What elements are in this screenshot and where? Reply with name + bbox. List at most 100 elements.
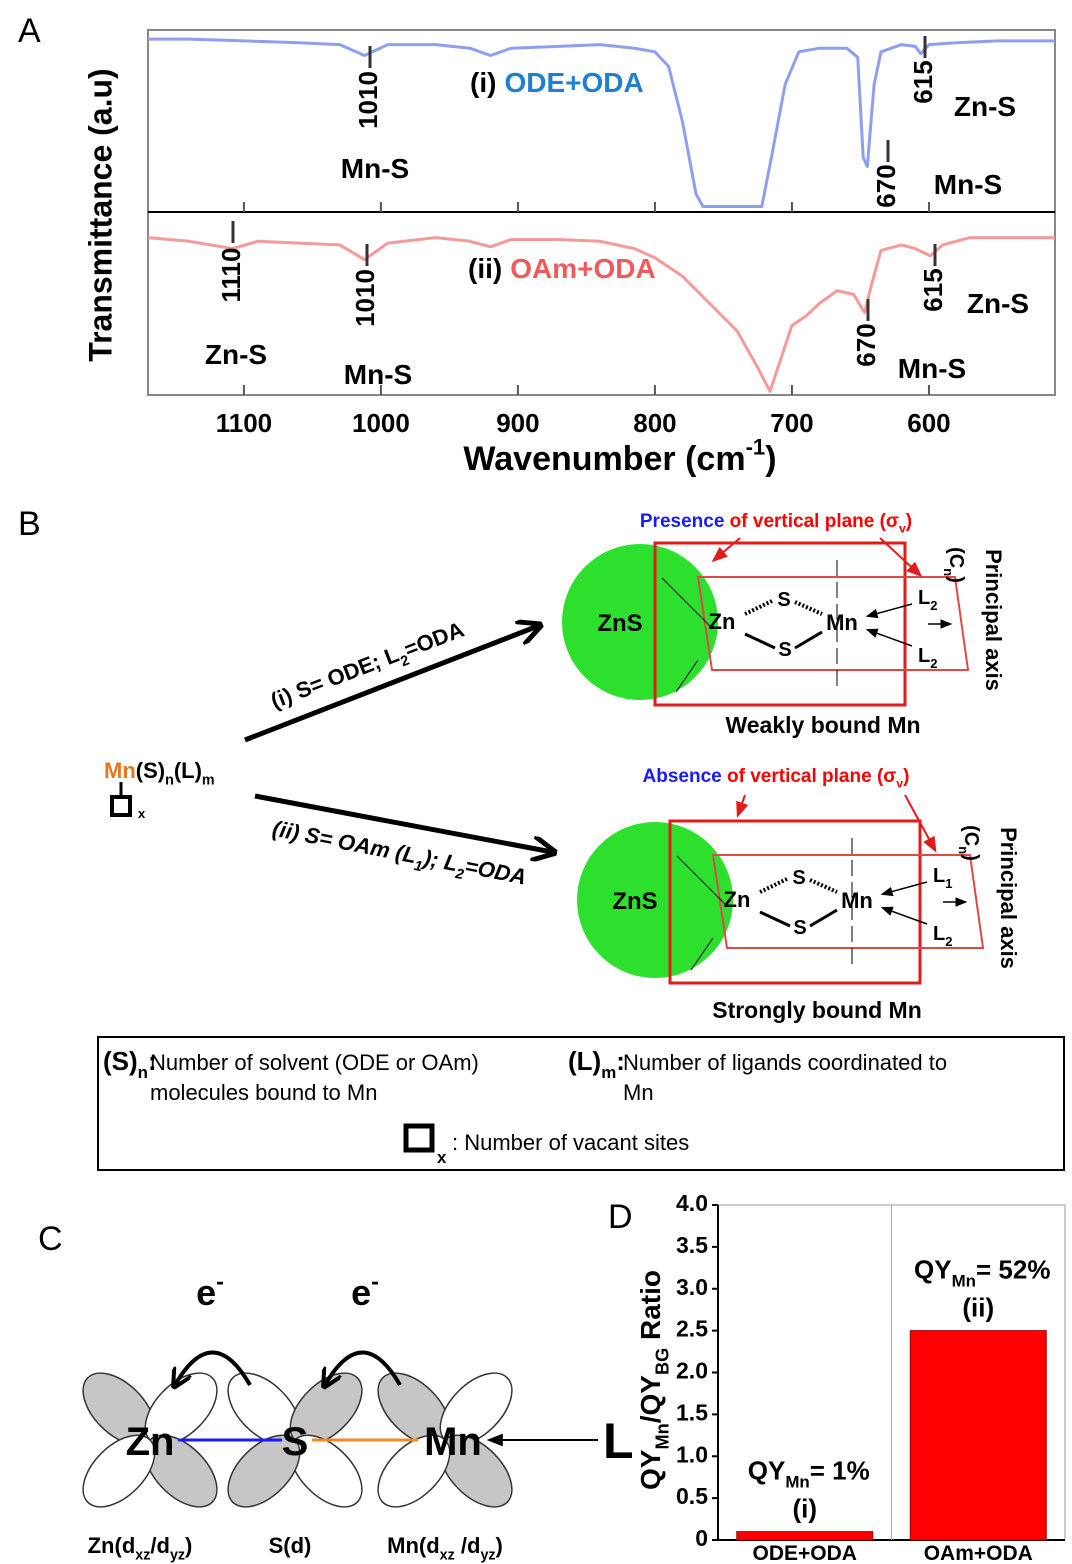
text-part: (S) — [136, 758, 165, 783]
route-label: (i) S= ODE; L2=ODA — [267, 617, 469, 719]
annotation-value: 670 — [871, 164, 901, 207]
plane-edge — [676, 855, 728, 907]
annotation-label: Mn-S — [934, 169, 1002, 200]
text-part: Mn — [952, 1271, 976, 1290]
note-arrow — [904, 794, 937, 853]
route-label: (ii) S= OAm (L1); L2=ODA — [269, 816, 528, 895]
plane-note: Absence of vertical plane (σv) — [643, 766, 910, 791]
text-part: (L) — [174, 758, 202, 783]
bar-label: (i) — [792, 1494, 817, 1524]
bond-wedge — [744, 632, 776, 650]
series-label: (i) ODE+ODA — [470, 67, 644, 98]
annotation-value: 1010 — [350, 269, 380, 327]
electron-label: e- — [351, 1268, 379, 1313]
text-part: xz — [135, 1548, 150, 1564]
orbital-label: Zn(dxz/dyz) — [88, 1533, 193, 1564]
ligand-arrow — [880, 906, 928, 925]
ligand-arrow — [865, 603, 913, 619]
y-tick-label: 0.5 — [676, 1483, 708, 1509]
bond-hashed — [794, 600, 823, 616]
x-tick-label: 600 — [907, 408, 950, 438]
bond-wedge — [809, 908, 838, 928]
text-part: e — [351, 1272, 371, 1313]
core-label: ZnS — [612, 888, 657, 915]
y-tick-label: 2.0 — [676, 1358, 708, 1384]
annotation-label: Mn-S — [344, 359, 412, 390]
text-part: QY — [748, 1456, 786, 1486]
annotation-label: Zn-S — [205, 339, 267, 370]
y-axis-label: Transmittance (a.u) — [82, 68, 118, 361]
x-axis-label: Wavenumber (cm-1) — [463, 435, 776, 478]
text-part: Mn — [104, 758, 136, 783]
text-part: Absence — [643, 766, 722, 787]
text-part: n — [956, 846, 971, 854]
spectrum-line — [147, 236, 1055, 393]
x-tick-label: 700 — [770, 408, 813, 438]
ligand-label: L2 — [918, 645, 937, 671]
annotation-value: 615 — [918, 268, 948, 311]
annotation-label: Mn-S — [898, 353, 966, 384]
annotation-label: Mn-S — [341, 153, 409, 184]
orbital-lobe — [377, 1434, 451, 1508]
plane-edge — [675, 659, 699, 693]
legend-text: molecules bound to Mn — [150, 1080, 377, 1105]
text-part: QY — [635, 1449, 666, 1490]
legend-text: Mn — [623, 1080, 654, 1105]
x-tick-label: ODE+ODA — [753, 1542, 857, 1564]
text-part: ) — [496, 1533, 503, 1558]
text-part: v — [896, 777, 903, 791]
text-part: 2 — [930, 656, 937, 671]
ligand-arrow — [880, 881, 928, 897]
bar-annotation: QYMn= 1% — [748, 1456, 870, 1492]
text-part: QY — [914, 1255, 952, 1285]
note-arrow — [879, 537, 923, 578]
bond-hashed — [809, 878, 838, 894]
orbital-lobe — [82, 1434, 156, 1508]
x-tick-label: OAm+ODA — [924, 1542, 1033, 1564]
text-part: n — [165, 773, 174, 789]
text-part: /QY — [635, 1375, 666, 1424]
panel-label: B — [18, 505, 41, 543]
text-part: Ratio — [635, 1270, 666, 1348]
text-part: - — [371, 1268, 379, 1294]
text-part: Wavenumber (cm — [463, 440, 745, 478]
annotation-value: 1110 — [216, 248, 246, 303]
complex-caption: Strongly bound Mn — [712, 997, 922, 1023]
text-part: v — [899, 522, 906, 536]
text-part: xz — [440, 1548, 455, 1564]
legend-box — [97, 1036, 1065, 1171]
complex-caption: Weakly bound Mn — [725, 712, 920, 738]
text-part: /d — [150, 1533, 170, 1558]
text-part: 2 — [930, 598, 937, 613]
text-part: /d — [455, 1533, 481, 1558]
series-tag: (ii) — [468, 253, 502, 284]
text-part: S(d) — [269, 1533, 312, 1558]
text-part: (L) — [568, 1046, 601, 1076]
text-part: ) — [903, 766, 909, 787]
note-arrow — [711, 537, 741, 563]
legend-text: Number of ligands coordinated to — [623, 1050, 947, 1075]
bar — [909, 1330, 1047, 1541]
note-arrow — [736, 794, 749, 819]
ligand-label: L1 — [933, 865, 952, 891]
text-part: L — [933, 923, 945, 945]
route-arrow — [254, 793, 552, 852]
bond-wedge — [794, 630, 823, 650]
text-part: e — [196, 1272, 216, 1313]
annotation-value: 670 — [851, 323, 881, 366]
bond-wedge — [759, 910, 791, 928]
zns-core — [562, 544, 718, 700]
text-part: : — [148, 1046, 157, 1076]
text-part: (S) — [103, 1046, 138, 1076]
text-part: (C — [960, 825, 982, 846]
atom-label: Zn — [724, 887, 751, 912]
text-part: ); L — [420, 845, 460, 876]
horizontal-plane — [696, 576, 970, 671]
text-part: ) — [185, 1533, 192, 1558]
text-part: m — [202, 773, 215, 789]
text-part: BG — [652, 1348, 672, 1375]
panel-label: D — [608, 1198, 633, 1236]
bar-annotation: QYMn= 52% — [914, 1255, 1050, 1291]
